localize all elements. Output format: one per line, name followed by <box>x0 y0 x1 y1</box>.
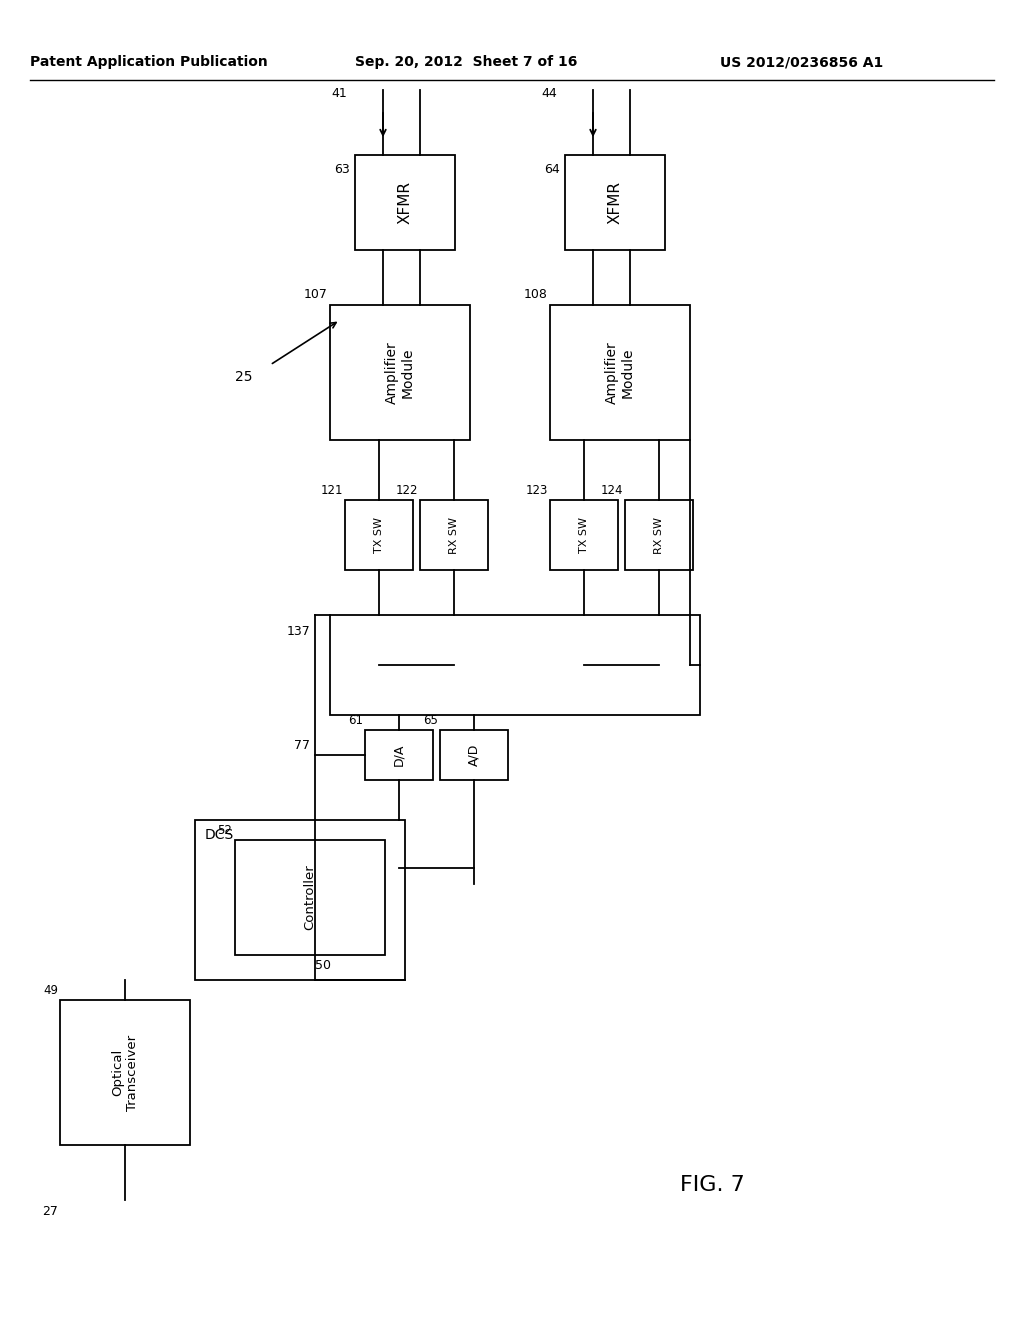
Text: 44: 44 <box>542 87 557 100</box>
Text: 49: 49 <box>43 983 58 997</box>
Bar <box>345 500 413 570</box>
Text: Amplifier
Module: Amplifier Module <box>605 341 635 404</box>
Bar <box>195 820 406 979</box>
Bar <box>355 154 455 249</box>
Text: TX SW: TX SW <box>579 517 589 553</box>
Text: US 2012/0236856 A1: US 2012/0236856 A1 <box>720 55 884 69</box>
Text: DCS: DCS <box>205 828 234 842</box>
Bar <box>420 500 488 570</box>
Text: 108: 108 <box>524 288 548 301</box>
Bar <box>234 840 385 954</box>
Text: Sep. 20, 2012  Sheet 7 of 16: Sep. 20, 2012 Sheet 7 of 16 <box>355 55 578 69</box>
Text: 124: 124 <box>600 484 623 498</box>
Text: Controller: Controller <box>303 865 316 931</box>
Text: 63: 63 <box>334 162 350 176</box>
Bar <box>365 730 433 780</box>
Text: 25: 25 <box>234 370 253 384</box>
Text: XFMR: XFMR <box>607 181 623 224</box>
Text: 121: 121 <box>321 484 343 498</box>
Text: 27: 27 <box>42 1205 58 1218</box>
Text: D/A: D/A <box>392 743 406 766</box>
Text: 64: 64 <box>544 162 560 176</box>
Text: RX SW: RX SW <box>654 516 664 553</box>
Text: 77: 77 <box>294 739 310 752</box>
Bar <box>550 305 690 440</box>
Text: Optical
Transceiver: Optical Transceiver <box>111 1035 139 1110</box>
Text: Patent Application Publication: Patent Application Publication <box>30 55 267 69</box>
Bar <box>550 500 618 570</box>
Text: RX SW: RX SW <box>449 516 459 553</box>
Text: 122: 122 <box>395 484 418 498</box>
Text: 107: 107 <box>304 288 328 301</box>
Text: 61: 61 <box>348 714 362 727</box>
Bar <box>440 730 508 780</box>
Text: 52: 52 <box>217 824 232 837</box>
Text: 123: 123 <box>525 484 548 498</box>
Text: XFMR: XFMR <box>397 181 413 224</box>
Bar <box>625 500 693 570</box>
Text: Amplifier
Module: Amplifier Module <box>385 341 415 404</box>
Text: 65: 65 <box>423 714 438 727</box>
Bar <box>330 615 700 715</box>
Bar <box>330 305 470 440</box>
Text: 137: 137 <box>287 624 310 638</box>
Bar <box>565 154 665 249</box>
Text: FIG. 7: FIG. 7 <box>680 1175 744 1195</box>
Text: A/D: A/D <box>468 743 480 766</box>
Text: 50: 50 <box>315 960 331 972</box>
Text: TX SW: TX SW <box>374 517 384 553</box>
Text: 41: 41 <box>331 87 347 100</box>
Bar <box>60 1001 190 1144</box>
